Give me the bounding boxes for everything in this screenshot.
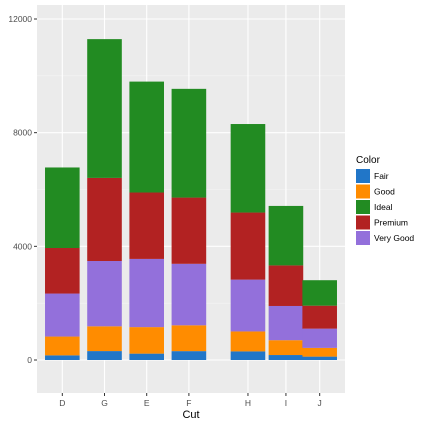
bar-H-very-good: [230, 279, 266, 332]
bar-J-fair: [302, 356, 337, 360]
bar-J-ideal: [302, 280, 337, 306]
bar-F-ideal: [171, 88, 207, 198]
bar-F-good: [171, 325, 207, 352]
x-tick-label: D: [59, 398, 65, 408]
y-tick-label: 4000: [13, 241, 32, 251]
bar-J-very-good: [302, 328, 337, 348]
x-tick-label: I: [285, 398, 287, 408]
bar-D-premium: [45, 248, 80, 294]
x-tick-label: H: [245, 398, 251, 408]
bar-H-premium: [230, 212, 266, 280]
y-axis: 0 4000 8000 12000: [8, 14, 37, 365]
bar-D-very-good: [45, 293, 80, 337]
y-tick-label: 0: [27, 355, 32, 365]
bar-G-fair: [87, 351, 122, 360]
bar-G-premium: [87, 177, 122, 261]
legend-key-ideal: [356, 200, 370, 214]
legend-key-good: [356, 184, 370, 199]
bar-G-very-good: [87, 260, 122, 327]
legend-label-ideal: Ideal: [374, 202, 393, 212]
bar-F-fair: [171, 351, 207, 360]
y-tick-label: 12000: [8, 14, 32, 24]
bar-J-good: [302, 347, 337, 357]
legend-label-fair: Fair: [374, 171, 389, 181]
bar-I-good: [268, 340, 304, 356]
bar-G-good: [87, 326, 122, 352]
legend-key-fair: [356, 169, 370, 183]
legend-key-very-good: [356, 231, 370, 245]
bar-I-fair: [268, 355, 304, 360]
bar-I-ideal: [268, 205, 304, 266]
legend-label-very-good: Very Good: [374, 233, 414, 243]
bar-I-very-good: [268, 305, 304, 341]
bar-H-fair: [230, 351, 266, 360]
bar-H-good: [230, 331, 266, 352]
bar-E-fair: [129, 353, 164, 360]
bar-D-good: [45, 336, 80, 356]
legend: Color Fair Good Ideal Premium Very Good: [356, 155, 414, 245]
bar-E-ideal: [129, 81, 164, 193]
x-tick-label: J: [318, 398, 322, 408]
x-axis-title: Cut: [182, 409, 199, 421]
bar-F-very-good: [171, 263, 207, 326]
x-tick-label: F: [186, 398, 191, 408]
bar-D-fair: [45, 355, 80, 360]
bar-G-ideal: [87, 39, 122, 178]
bar-E-very-good: [129, 258, 164, 328]
bar-E-premium: [129, 192, 164, 259]
bars-layer: [45, 39, 337, 360]
bar-H-ideal: [230, 124, 266, 213]
y-tick-label: 8000: [13, 128, 32, 138]
bar-F-premium: [171, 197, 207, 264]
bar-J-premium: [302, 305, 337, 329]
bar-I-premium: [268, 265, 304, 306]
legend-key-premium: [356, 215, 370, 230]
x-tick-label: E: [144, 398, 150, 408]
bar-E-good: [129, 327, 164, 354]
legend-label-premium: Premium: [374, 218, 408, 228]
bar-D-ideal: [45, 167, 80, 249]
legend-label-good: Good: [374, 187, 395, 197]
legend-title: Color: [356, 155, 381, 166]
x-tick-label: G: [101, 398, 108, 408]
